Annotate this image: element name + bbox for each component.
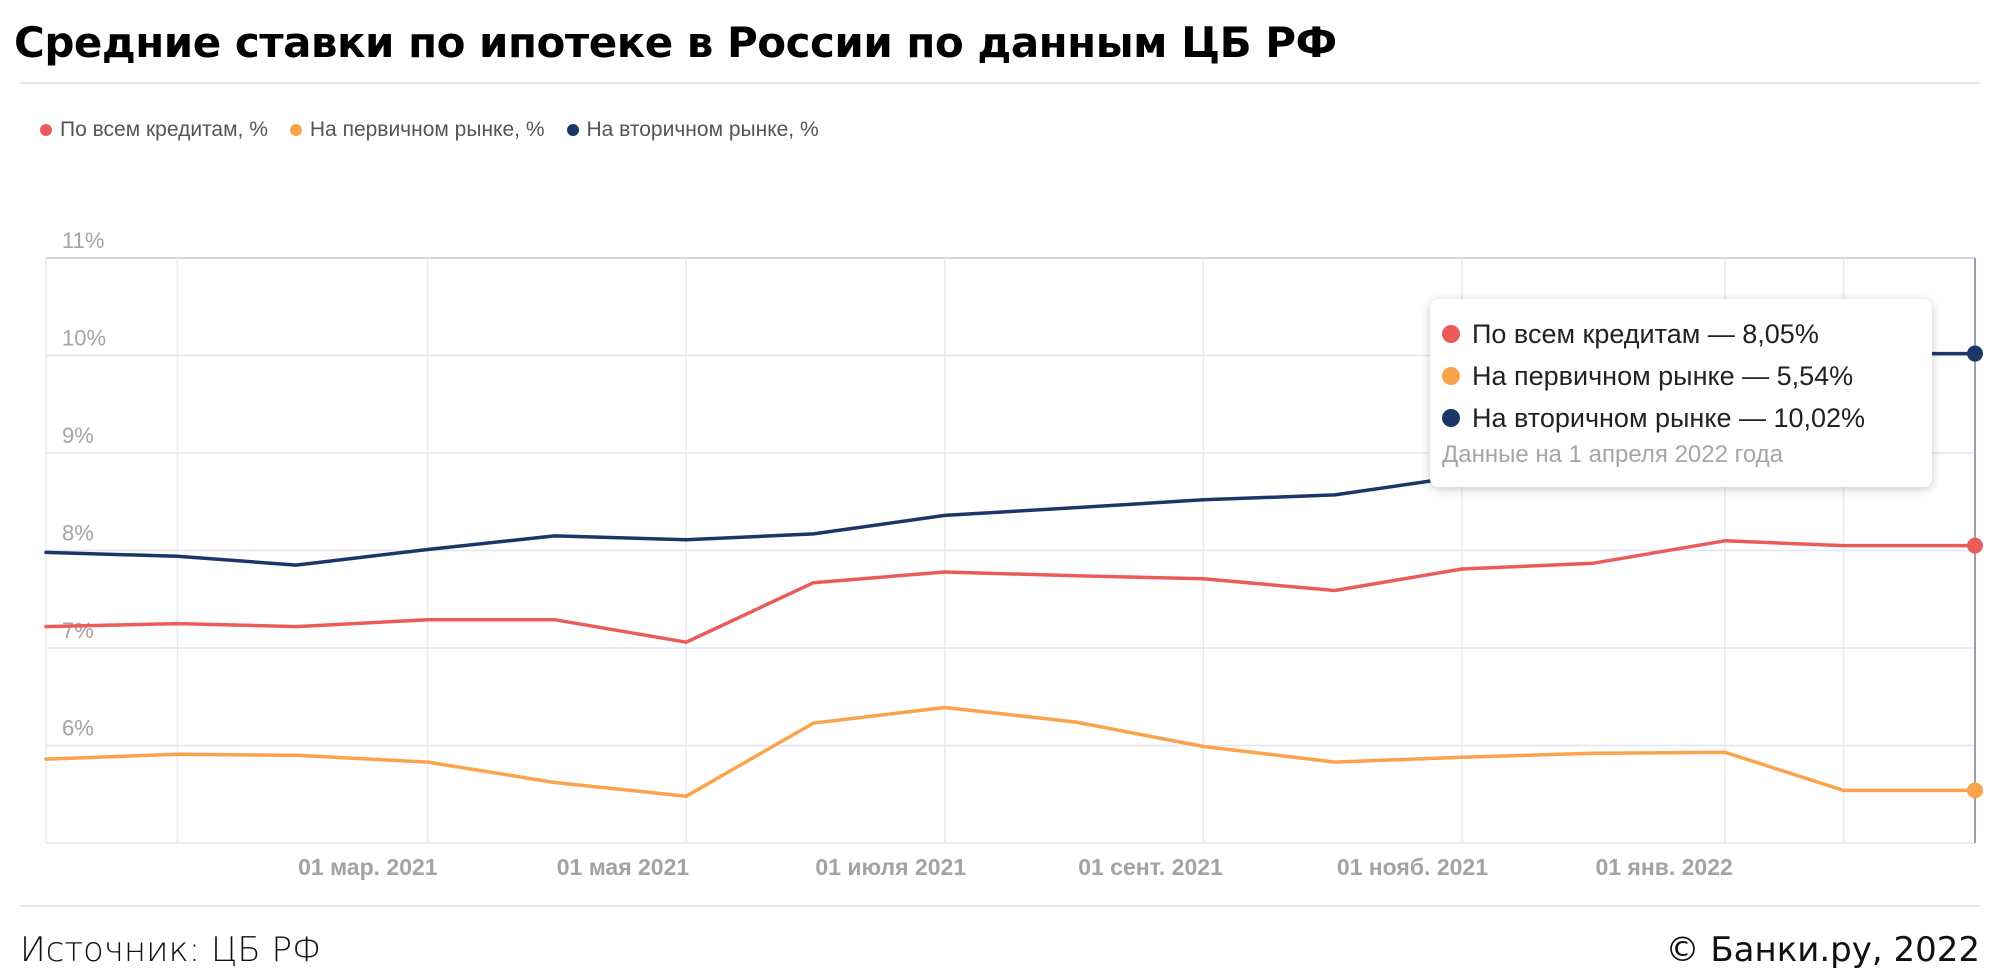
title-divider <box>20 82 1980 84</box>
legend-marker-all <box>40 124 52 136</box>
legend-item-all[interactable]: По всем кредитам, % <box>40 118 268 142</box>
chart-title: Средние ставки по ипотеке в России по да… <box>14 18 1337 67</box>
chart-legend: По всем кредитам, % На первичном рынке, … <box>40 118 819 142</box>
legend-label-secondary: На вторичном рынке, % <box>586 118 819 141</box>
tooltip-text-primary: На первичном рынке — 5,54% <box>1472 360 1854 391</box>
x-tick-label: 01 янв. 2022 <box>1595 854 1732 880</box>
tooltip-marker-all <box>1442 325 1460 343</box>
series-endpoint-secondary[interactable] <box>1967 345 1983 362</box>
x-tick-label: 01 нояб. 2021 <box>1337 854 1488 880</box>
source-note: Источник: ЦБ РФ <box>20 930 322 970</box>
tooltip-row-all: По всем кредитам — 8,05% <box>1442 313 1922 355</box>
y-tick-label: 6% <box>62 716 94 741</box>
data-tooltip: По всем кредитам — 8,05% На первичном ры… <box>1430 299 1932 487</box>
legend-item-primary[interactable]: На первичном рынке, % <box>289 118 545 142</box>
tooltip-row-primary: На первичном рынке — 5,54% <box>1442 355 1922 397</box>
series-line-all[interactable] <box>44 539 1977 644</box>
x-tick-label: 01 мая 2021 <box>557 854 690 880</box>
tooltip-row-secondary: На вторичном рынке — 10,02% <box>1442 397 1922 439</box>
legend-item-secondary[interactable]: На вторичном рынке, % <box>566 118 819 142</box>
tooltip-marker-primary <box>1442 367 1460 385</box>
tooltip-text-all: По всем кредитам — 8,05% <box>1472 318 1819 349</box>
legend-marker-primary <box>289 124 302 136</box>
y-tick-label: 8% <box>62 521 94 546</box>
x-tick-label: 01 сент. 2021 <box>1078 854 1223 880</box>
series-line-primary[interactable] <box>44 705 1977 798</box>
y-tick-label: 7% <box>62 618 94 643</box>
axis-layer: 6% 7% 8% 9% 10% 11% 01 мар. 2021 01 мая 2021 01 … <box>62 228 1733 880</box>
footer-divider <box>20 905 1980 907</box>
x-tick-label: 01 мар. 2021 <box>298 854 438 880</box>
legend-label-all: По всем кредитам, % <box>60 118 268 141</box>
series-endpoint-all[interactable] <box>1967 537 1983 554</box>
tooltip-marker-secondary <box>1442 409 1460 427</box>
legend-marker-secondary <box>566 124 579 136</box>
x-tick-label: 01 июля 2021 <box>815 854 966 880</box>
legend-label-primary: На первичном рынке, % <box>309 118 545 141</box>
copyright-note: © Банки.ру, 2022 <box>1665 930 1980 970</box>
tooltip-text-secondary: На вторичном рынке — 10,02% <box>1472 402 1866 433</box>
y-tick-label: 9% <box>62 423 94 448</box>
y-tick-label: 11% <box>62 228 104 253</box>
series-endpoint-primary[interactable] <box>1967 782 1983 799</box>
y-tick-label: 10% <box>62 326 106 351</box>
tooltip-note: Данные на 1 апреля 2022 года <box>1442 441 1784 468</box>
